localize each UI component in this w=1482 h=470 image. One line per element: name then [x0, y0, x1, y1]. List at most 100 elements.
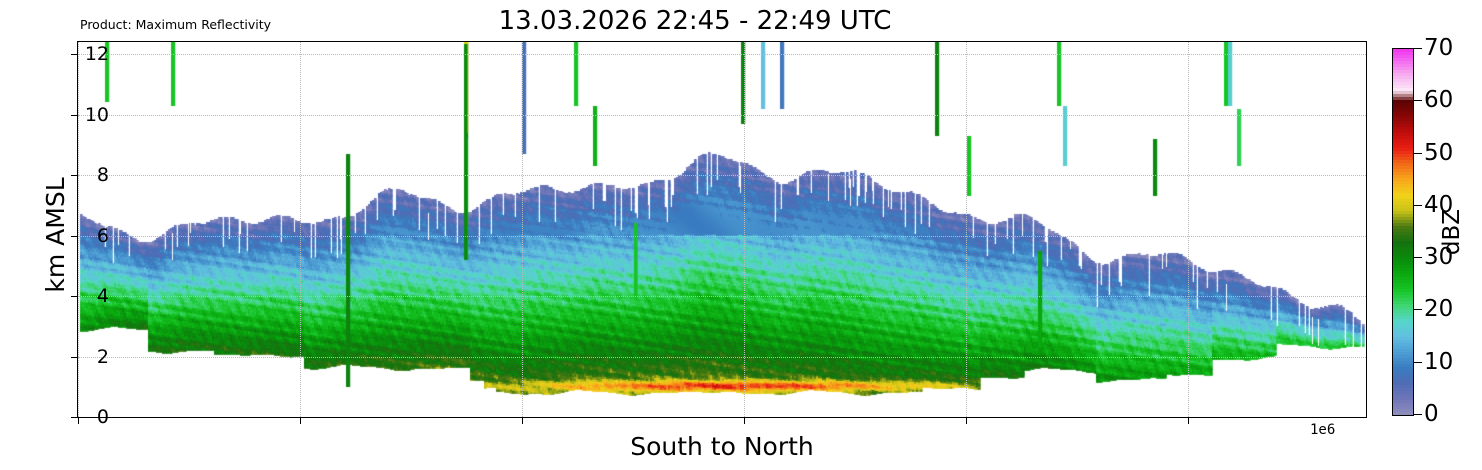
x-axis-tick-mark: [522, 418, 524, 424]
colorbar-segment: [1393, 379, 1413, 382]
colorbar-segment: [1393, 259, 1413, 262]
colorbar-segment: [1393, 211, 1413, 214]
y-axis-tick-label: 10: [84, 103, 109, 126]
colorbar-segment: [1393, 133, 1413, 136]
colorbar-segment: [1393, 142, 1413, 145]
colorbar-tick-label: 30: [1424, 244, 1454, 271]
colorbar-segment: [1393, 376, 1413, 379]
colorbar-segment: [1393, 118, 1413, 121]
y-axis-tick-label: 6: [96, 224, 109, 247]
colorbar-segment: [1393, 244, 1413, 247]
colorbar-segment: [1393, 151, 1413, 154]
colorbar-tick-mark: [1414, 204, 1422, 206]
colorbar-segment: [1393, 238, 1413, 241]
colorbar-segment: [1393, 400, 1413, 403]
colorbar-segment: [1393, 55, 1413, 58]
colorbar-segment: [1393, 241, 1413, 244]
y-axis-tick-mark: [71, 296, 77, 298]
colorbar-segment: [1393, 148, 1413, 151]
colorbar-segment: [1393, 394, 1413, 397]
colorbar-segment: [1393, 67, 1413, 70]
colorbar-segment: [1393, 289, 1413, 292]
colorbar-segment: [1393, 121, 1413, 124]
x-axis-tick-mark: [78, 418, 79, 424]
x-axis-label: South to North: [630, 432, 814, 461]
x-axis-tick-mark: [300, 418, 302, 424]
colorbar-segment: [1393, 334, 1413, 337]
colorbar-segment: [1393, 349, 1413, 352]
gridline-horizontal: [78, 417, 1366, 418]
y-axis-tick-label: 4: [96, 285, 109, 308]
y-axis-label: km AMSL: [41, 177, 71, 293]
colorbar-segment: [1393, 373, 1413, 376]
colorbar-segment: [1393, 265, 1413, 268]
colorbar-segment: [1393, 337, 1413, 340]
colorbar-segment: [1393, 160, 1413, 163]
colorbar-segment: [1393, 205, 1413, 208]
colorbar-segment: [1393, 199, 1413, 202]
colorbar-segment: [1393, 247, 1413, 250]
y-axis-tick-label: 12: [84, 43, 109, 66]
colorbar-segment: [1393, 292, 1413, 295]
x-axis-offset-text: 1e6: [1310, 422, 1336, 438]
colorbar-segment: [1393, 406, 1413, 409]
colorbar-segment: [1393, 397, 1413, 400]
colorbar-segment: [1393, 208, 1413, 211]
colorbar-segment: [1393, 94, 1413, 97]
colorbar: [1392, 48, 1414, 416]
colorbar-segment: [1393, 169, 1413, 172]
colorbar-segment: [1393, 175, 1413, 178]
y-axis-tick-mark: [71, 417, 77, 418]
colorbar-tick-mark: [1414, 100, 1422, 102]
x-axis-tick-mark: [966, 418, 968, 424]
page-title: 13.03.2026 22:45 - 22:49 UTC: [498, 6, 892, 36]
colorbar-segment: [1393, 283, 1413, 286]
colorbar-segment: [1393, 172, 1413, 175]
colorbar-tick-mark: [1414, 414, 1422, 415]
colorbar-segment: [1393, 196, 1413, 199]
colorbar-segment: [1393, 82, 1413, 85]
colorbar-segment: [1393, 136, 1413, 139]
colorbar-segment: [1393, 124, 1413, 127]
colorbar-segment: [1393, 313, 1413, 316]
colorbar-segment: [1393, 220, 1413, 223]
colorbar-segment: [1393, 370, 1413, 373]
colorbar-segment: [1393, 301, 1413, 304]
colorbar-tick-label: 70: [1424, 35, 1454, 61]
colorbar-segment: [1393, 367, 1413, 370]
colorbar-segment: [1393, 355, 1413, 358]
colorbar-segment: [1393, 298, 1413, 301]
colorbar-segment: [1393, 154, 1413, 157]
colorbar-segment: [1393, 61, 1413, 64]
colorbar-segment: [1393, 52, 1413, 55]
colorbar-segment: [1393, 319, 1413, 322]
colorbar-segment: [1393, 316, 1413, 319]
colorbar-tick-mark: [1414, 48, 1422, 49]
y-axis-tick-mark: [71, 235, 77, 237]
colorbar-segment: [1393, 262, 1413, 265]
colorbar-segment: [1393, 97, 1413, 100]
y-axis-tick-mark: [71, 54, 77, 56]
colorbar-tick-label: 0: [1424, 401, 1439, 427]
colorbar-segment: [1393, 352, 1413, 355]
y-axis-tick-mark: [71, 175, 77, 177]
colorbar-segment: [1393, 409, 1413, 412]
colorbar-segment: [1393, 181, 1413, 184]
colorbar-segment: [1393, 232, 1413, 235]
colorbar-segment: [1393, 235, 1413, 238]
colorbar-segment: [1393, 214, 1413, 217]
colorbar-segment: [1393, 391, 1413, 394]
colorbar-segment: [1393, 115, 1413, 118]
colorbar-tick-label: 40: [1424, 191, 1454, 218]
colorbar-segment: [1393, 331, 1413, 334]
colorbar-segment: [1393, 274, 1413, 277]
colorbar-segment: [1393, 217, 1413, 220]
colorbar-tick-label: 50: [1424, 139, 1454, 166]
colorbar-segment: [1393, 364, 1413, 367]
colorbar-segment: [1393, 256, 1413, 259]
colorbar-segment: [1393, 358, 1413, 361]
colorbar-segment: [1393, 271, 1413, 274]
colorbar-segment: [1393, 325, 1413, 328]
colorbar-segment: [1393, 166, 1413, 169]
